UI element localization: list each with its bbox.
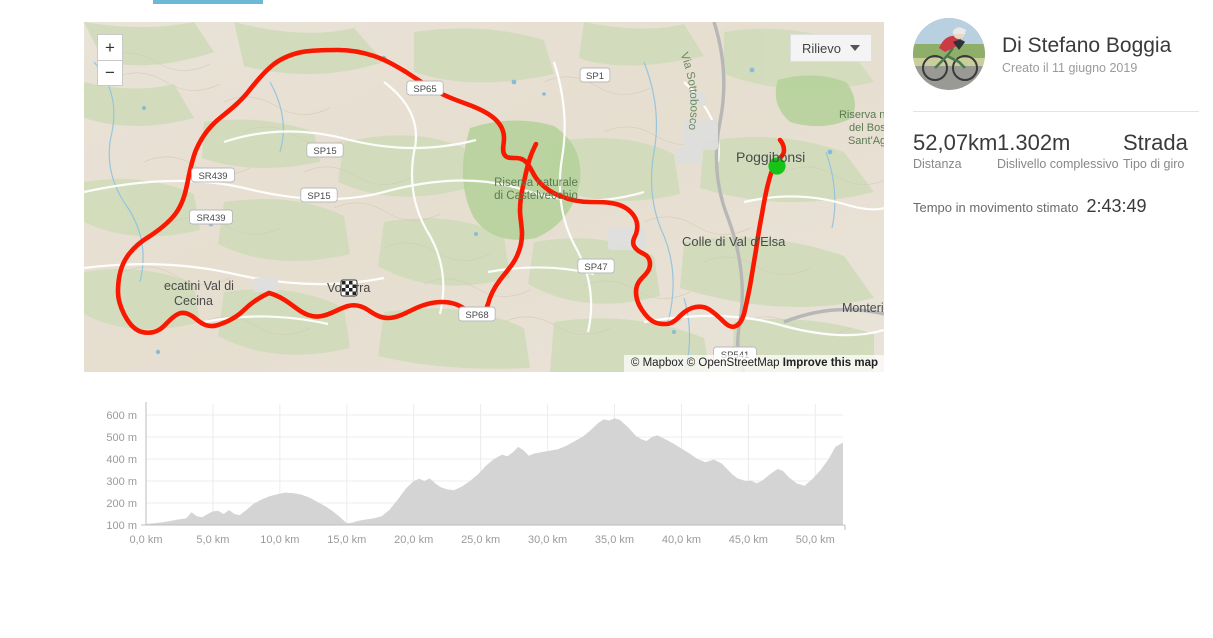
stat-ride-type-value: Strada <box>1123 130 1188 155</box>
attribution-osm: © OpenStreetMap <box>686 357 780 369</box>
finish-marker <box>340 279 358 297</box>
stat-ride-type: Strada Tipo di giro <box>1123 130 1188 171</box>
x-tick-label: 30,0 km <box>528 534 567 546</box>
active-tab-indicator <box>153 0 263 4</box>
map-park-label: Riserva naturale <box>494 177 578 189</box>
y-tick-label: 100 m <box>106 520 137 532</box>
x-tick-label: 10,0 km <box>260 534 299 546</box>
athlete-row: Di Stefano Boggia Creato il 11 giugno 20… <box>913 18 1199 90</box>
x-tick-label: 50,0 km <box>796 534 835 546</box>
map-place-label: Monteriggioni <box>842 301 884 315</box>
chart-x-tick-labels: 0,0 km 5,0 km 10,0 km 15,0 km 20,0 km 25,0 km… <box>129 534 834 546</box>
map-park-label: di Castelvecchio <box>494 190 578 202</box>
stat-elevation-gain: 1.302m Dislivello complessivo <box>997 130 1123 171</box>
y-tick-label: 400 m <box>106 454 137 466</box>
map-place-label: Vo <box>327 281 342 295</box>
moving-time-label: Tempo in movimento stimato <box>913 200 1079 215</box>
stat-elevation-label: Dislivello complessivo <box>997 157 1119 171</box>
map-place-label: Cecina <box>174 294 213 308</box>
road-shield: SP1 <box>579 67 611 83</box>
svg-text:SP15: SP15 <box>313 146 336 157</box>
y-tick-label: 200 m <box>106 498 137 510</box>
improve-this-map-link[interactable]: Improve this map <box>782 357 878 369</box>
x-tick-label: 0,0 km <box>129 534 162 546</box>
road-shield: SP47 <box>577 258 615 274</box>
map-attribution: © Mapbox © OpenStreetMap Improve this ma… <box>623 355 884 372</box>
road-shield: SR439 <box>189 209 233 225</box>
y-tick-label: 500 m <box>106 432 137 444</box>
road-shield: SP15 <box>306 142 344 158</box>
map-zoom-in-button[interactable]: + <box>97 34 123 60</box>
route-info-panel: Di Stefano Boggia Creato il 11 giugno 20… <box>913 18 1199 217</box>
map-place-label: Colle di Val d'Elsa <box>682 234 786 249</box>
svg-text:SP68: SP68 <box>465 310 488 321</box>
x-tick-label: 20,0 km <box>394 534 433 546</box>
chart-y-tick-labels: 100 m 200 m 300 m 400 m 500 m 600 m <box>106 410 137 532</box>
map-place-label: ecatini Val di <box>164 279 234 293</box>
elevation-chart: 100 m 200 m 300 m 400 m 500 m 600 m 0,0 km 5,0… <box>84 392 884 552</box>
route-line <box>115 47 787 336</box>
road-shield: SP15 <box>300 187 338 203</box>
map-place-label: Poggibonsi <box>736 149 805 165</box>
road-shield: SR439 <box>191 167 235 183</box>
svg-text:SP47: SP47 <box>584 262 607 273</box>
moving-time-row: Tempo in movimento stimato 2:43:49 <box>913 196 1199 217</box>
start-marker <box>768 157 786 175</box>
chart-axis-lines <box>141 402 846 530</box>
road-shield: SP65 <box>406 80 444 96</box>
x-tick-label: 35,0 km <box>595 534 634 546</box>
stat-distance-label: Distanza <box>913 157 962 171</box>
athlete-text: Di Stefano Boggia Creato il 11 giugno 20… <box>1002 33 1171 75</box>
stat-distance-value: 52,07km <box>913 130 998 155</box>
svg-text:SP65: SP65 <box>413 84 436 95</box>
map-park-label: Riserva naturale <box>839 109 884 121</box>
chevron-down-icon <box>850 45 860 51</box>
route-map[interactable]: Poggibonsi Colle di Val d'Elsa Monteriggio… <box>84 22 884 372</box>
map-labels: Poggibonsi Colle di Val d'Elsa Monteriggio… <box>164 67 884 362</box>
avatar-image <box>913 18 985 90</box>
avatar[interactable] <box>913 18 985 90</box>
svg-text:SP1: SP1 <box>586 71 604 82</box>
svg-text:SR439: SR439 <box>196 213 225 224</box>
x-tick-label: 15,0 km <box>327 534 366 546</box>
route-title: Di Stefano Boggia <box>1002 34 1172 57</box>
route-created-date: Creato il 11 giugno 2019 <box>1002 61 1138 75</box>
stats-row: 52,07km Distanza 1.302m Dislivello compl… <box>913 130 1199 171</box>
map-layer-select[interactable]: Rilievo <box>789 34 872 62</box>
x-tick-label: 40,0 km <box>662 534 701 546</box>
svg-text:SR439: SR439 <box>198 171 227 182</box>
stat-distance: 52,07km Distanza <box>913 130 997 171</box>
map-park-label: del Bosco di <box>849 122 884 134</box>
map-place-label: rra <box>355 281 370 295</box>
road-shield: SP68 <box>458 306 496 322</box>
attribution-mapbox: © Mapbox <box>630 357 684 369</box>
map-canvas: Poggibonsi Colle di Val d'Elsa Monteriggio… <box>84 22 884 372</box>
x-tick-label: 45,0 km <box>729 534 768 546</box>
y-tick-label: 300 m <box>106 476 137 488</box>
elevation-chart-canvas: 100 m 200 m 300 m 400 m 500 m 600 m 0,0 km 5,0… <box>106 402 846 546</box>
stat-elevation-value: 1.302m <box>997 130 1071 155</box>
x-tick-label: 25,0 km <box>461 534 500 546</box>
map-zoom-out-button[interactable]: − <box>97 60 123 86</box>
y-tick-label: 600 m <box>106 410 137 422</box>
svg-text:SP15: SP15 <box>307 191 330 202</box>
x-tick-label: 5,0 km <box>196 534 229 546</box>
stat-ride-type-label: Tipo di giro <box>1123 157 1185 171</box>
elevation-area <box>146 418 843 525</box>
divider <box>913 111 1199 112</box>
moving-time-value: 2:43:49 <box>1086 196 1147 216</box>
chart-area-series <box>146 418 843 525</box>
map-park-label: Sant'Agnese <box>848 135 884 147</box>
map-layer-label: Rilievo <box>801 40 841 56</box>
